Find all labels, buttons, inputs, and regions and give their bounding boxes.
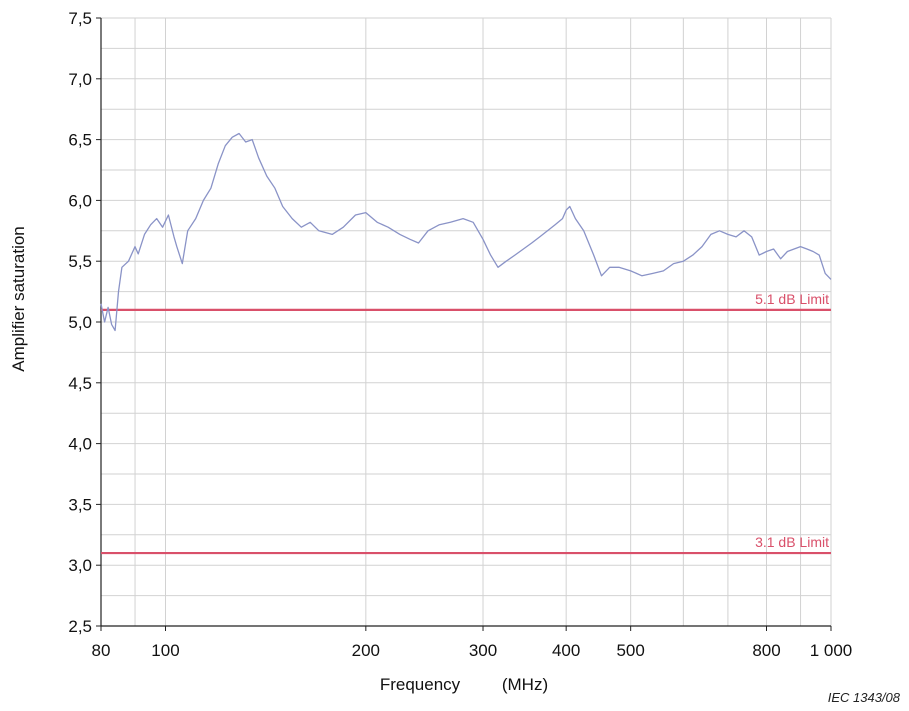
y-tick-label: 4,0 <box>68 435 92 454</box>
series-line <box>100 132 832 332</box>
x-tick-label: 100 <box>151 641 179 660</box>
y-tick-label: 4,5 <box>68 374 92 393</box>
y-tick-label: 7,0 <box>68 70 92 89</box>
y-tick-label: 5,5 <box>68 252 92 271</box>
x-tick-label: 1 000 <box>810 641 853 660</box>
y-tick-label: 6,0 <box>68 191 92 210</box>
x-tick-label: 400 <box>552 641 580 660</box>
x-tick-label: 80 <box>92 641 111 660</box>
limit-lines: 5.1 dB Limit 3.1 dB Limit <box>101 291 831 555</box>
limit-label: 3.1 dB Limit <box>755 534 829 550</box>
y-axis-title: Amplifier saturation <box>9 226 28 372</box>
limit-label: 5.1 dB Limit <box>755 291 829 307</box>
x-axis-unit: (MHz) <box>502 675 548 694</box>
y-tick-label: 7,5 <box>68 9 92 28</box>
x-tick-labels: 80 100 200 300 400 500 800 1 000 <box>92 641 853 660</box>
y-tick-label: 3,0 <box>68 556 92 575</box>
x-tick-label: 800 <box>752 641 780 660</box>
grid <box>100 17 832 627</box>
series <box>100 132 832 332</box>
y-tick-labels: 2,5 3,0 3,5 4,0 4,5 5,0 5,5 6,0 6,5 7,0 7,5 <box>68 9 92 636</box>
figure-credit: IEC 1343/08 <box>828 690 901 705</box>
y-tick-label: 6,5 <box>68 131 92 150</box>
y-tick-label: 2,5 <box>68 617 92 636</box>
x-tick-label: 200 <box>352 641 380 660</box>
y-tick-label: 3,5 <box>68 495 92 514</box>
x-axis-title: Frequency <box>380 675 461 694</box>
y-tick-label: 5,0 <box>68 313 92 332</box>
x-tick-label: 500 <box>616 641 644 660</box>
axes <box>96 17 832 631</box>
x-tick-label: 300 <box>469 641 497 660</box>
